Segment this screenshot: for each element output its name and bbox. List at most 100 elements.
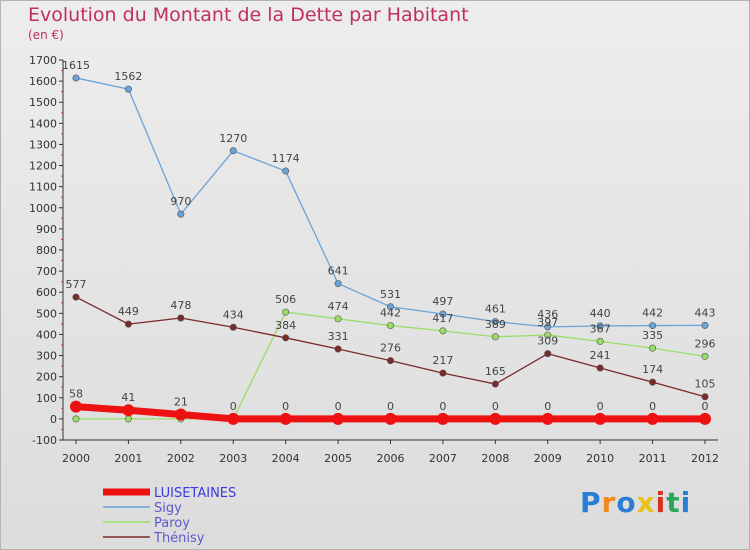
data-label: 389 [485,318,506,331]
data-label: 335 [642,329,663,342]
data-label: 174 [642,363,663,376]
y-tick-label: 800 [36,244,57,257]
data-point [72,293,80,301]
logo-letter: x [636,486,656,519]
data-point [649,344,657,352]
data-label: 417 [432,312,453,325]
data-label: 276 [380,342,401,355]
legend-label: LUISETAINES [154,486,236,501]
proxiti-logo: Proxiti [580,486,691,519]
data-label: 0 [439,400,446,413]
y-tick-label: 1500 [29,96,57,109]
y-tick-label: 600 [36,286,57,299]
data-point [70,400,82,413]
data-point [491,318,499,326]
data-point [384,412,397,425]
data-point [334,315,342,323]
data-point [596,337,604,345]
data-point [544,350,552,358]
data-point [699,412,711,425]
data-label: 506 [275,293,296,306]
y-tick-label: 100 [36,392,57,405]
data-label: 367 [590,322,611,335]
data-label: 0 [544,400,551,413]
data-point [334,280,342,288]
y-tick-label: 500 [36,307,57,320]
data-point [489,412,502,425]
data-label: 443 [695,306,716,319]
data-point [332,412,345,425]
data-point [701,352,709,360]
logo-letter: r [601,486,617,519]
chart-subtitle: (en €) [28,28,64,42]
data-label: 436 [537,308,558,321]
data-label: 331 [328,330,349,343]
data-point [279,412,292,425]
data-point [177,210,185,218]
data-point [334,345,342,353]
data-label: 0 [282,400,289,413]
y-tick-label: 300 [36,350,57,363]
x-tick-label: 2012 [691,452,719,465]
data-label: 1562 [114,70,142,83]
x-tick-label: 2011 [639,452,667,465]
data-point [439,369,447,377]
y-tick-label: 1400 [29,117,57,130]
x-tick-label: 2002 [167,452,195,465]
data-point [72,74,80,82]
data-point [439,327,447,335]
data-point [439,310,447,318]
data-label: 384 [275,319,296,332]
data-label: 442 [380,307,401,320]
data-label: 0 [702,400,709,413]
data-point [649,378,657,386]
x-tick-label: 2007 [429,452,457,465]
data-label: 58 [69,388,83,401]
y-tick-label: 1300 [29,138,57,151]
y-tick-label: 1600 [29,75,57,88]
data-point [229,147,237,155]
data-point [177,314,185,322]
data-point [174,408,187,421]
y-tick-label: 1000 [29,202,57,215]
data-point [72,415,80,423]
data-label: 1615 [62,59,90,72]
y-tick-label: 1700 [29,54,57,67]
x-tick-label: 2004 [272,452,300,465]
data-point [541,412,554,425]
data-label: 0 [335,400,342,413]
data-label: 440 [590,307,611,320]
logo-letter: o [616,486,637,519]
data-label: 41 [121,391,135,404]
data-point [229,323,237,331]
y-tick-label: 900 [36,223,57,236]
y-tick-label: -100 [32,434,57,447]
data-label: 397 [537,316,558,329]
data-label: 434 [223,308,244,321]
data-label: 21 [174,395,188,408]
data-label: 449 [118,305,139,318]
data-label: 0 [597,400,604,413]
data-point [122,404,135,417]
data-label: 641 [328,265,349,278]
axes: -100010020030040050060070080090010001100… [29,54,719,465]
x-tick-label: 2010 [586,452,614,465]
y-tick-label: 400 [36,328,57,341]
legend-label: Thénisy [153,531,205,546]
y-tick-label: 0 [50,413,57,426]
data-point [124,320,132,328]
data-point [701,321,709,329]
data-point [491,333,499,341]
x-tick-label: 2003 [219,452,247,465]
data-label: 105 [695,378,716,391]
data-point [282,167,290,175]
x-tick-label: 2001 [114,452,142,465]
data-label: 970 [170,195,191,208]
logo-letter: t [666,486,681,519]
data-label: 0 [492,400,499,413]
x-tick-label: 2005 [324,452,352,465]
data-label: 217 [432,354,453,367]
data-point [386,357,394,365]
data-point [124,415,132,423]
